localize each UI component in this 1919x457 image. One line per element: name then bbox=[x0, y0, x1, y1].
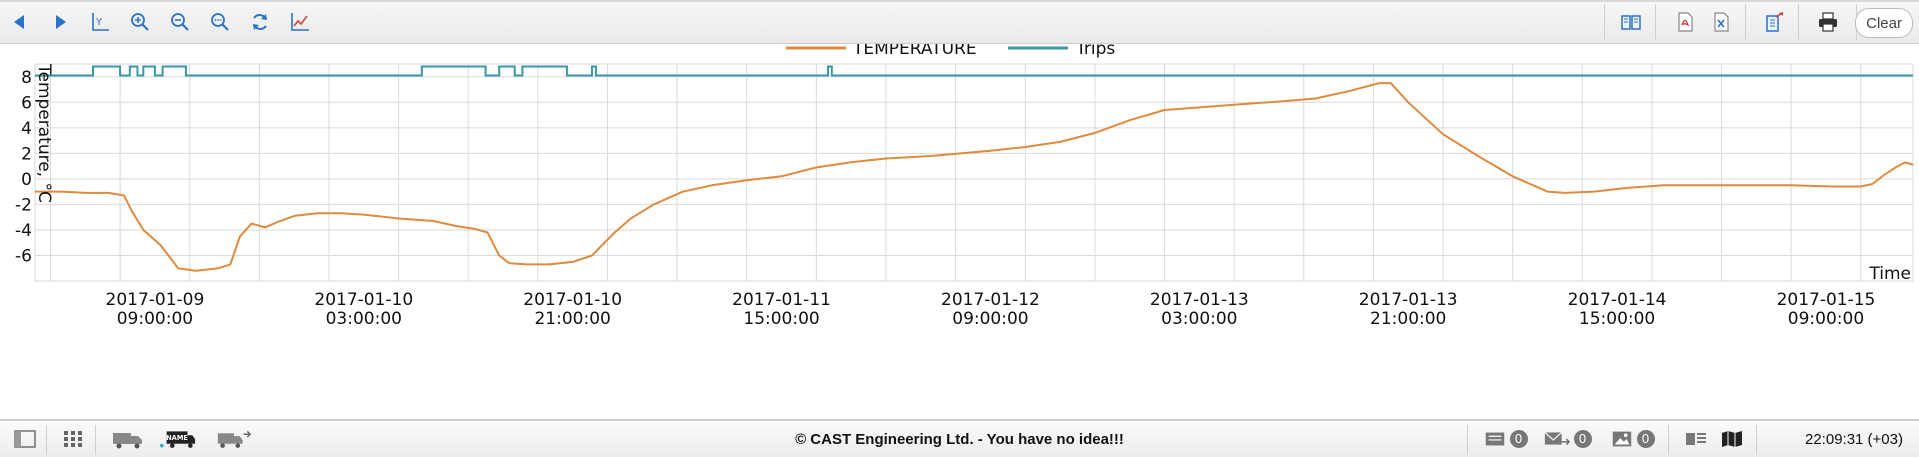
series-layer bbox=[35, 65, 1914, 272]
x-axis-label: Time bbox=[1868, 264, 1911, 284]
x-tick-label-time: 09:00:00 bbox=[117, 309, 193, 329]
x-tick-label-date: 2017-01-15 bbox=[1777, 290, 1876, 310]
x-tick-label-date: 2017-01-13 bbox=[1150, 290, 1249, 310]
chart-legend: TEMPERATURE Trips bbox=[786, 44, 1115, 59]
chart-line-icon[interactable] bbox=[284, 6, 316, 38]
x-tick-label-date: 2017-01-10 bbox=[523, 290, 622, 310]
series-trips-line bbox=[35, 65, 1913, 77]
zoom-reset-icon[interactable] bbox=[204, 6, 236, 38]
y-tick-label: 6 bbox=[21, 93, 32, 113]
x-tick-label-time: 09:00:00 bbox=[952, 309, 1028, 329]
y-tick-labels: -6 -4 -2 0 2 4 6 8 bbox=[15, 68, 32, 267]
refresh-icon[interactable] bbox=[244, 6, 276, 38]
panel-toggle-icon[interactable] bbox=[10, 426, 40, 452]
x-tick-label-time: 15:00:00 bbox=[1579, 309, 1655, 329]
transfers-badge: 0 bbox=[1573, 430, 1592, 448]
images-indicator[interactable]: 0 bbox=[1604, 426, 1660, 452]
x-tick-label-time: 03:00:00 bbox=[326, 309, 402, 329]
status-bar: NAME © CAST Engineering Ltd. - You have … bbox=[0, 420, 1919, 457]
series-temperature-line bbox=[35, 82, 1914, 272]
messages-indicator[interactable]: 0 bbox=[1478, 426, 1532, 452]
pdf-icon[interactable] bbox=[1669, 6, 1701, 38]
clock: 22:09:31 (+03) bbox=[1805, 431, 1903, 448]
chart-area: -6 -4 -2 0 2 4 6 8 2017-01-09 09:00:00 2017-01-10… bbox=[0, 44, 1919, 420]
svg-text:Y: Y bbox=[95, 17, 103, 28]
y-tick-label: -2 bbox=[15, 195, 32, 215]
y-tick-label: -6 bbox=[15, 246, 32, 266]
x-tick-label-time: 15:00:00 bbox=[743, 309, 819, 329]
layout-icon[interactable] bbox=[1680, 426, 1712, 452]
back-arrow-icon[interactable] bbox=[4, 6, 36, 38]
svg-text:NAME: NAME bbox=[166, 434, 188, 442]
y-axis-icon[interactable]: Y bbox=[84, 6, 116, 38]
x-tick-label-time: 21:00:00 bbox=[1370, 309, 1446, 329]
x-tick-label-date: 2017-01-09 bbox=[106, 290, 205, 310]
y-tick-label: -4 bbox=[15, 221, 32, 241]
truck-icon[interactable] bbox=[108, 426, 148, 452]
chart-toolbar: Y Clear bbox=[0, 0, 1919, 44]
y-tick-label: 4 bbox=[21, 119, 32, 139]
legend-label-trips: Trips bbox=[1075, 44, 1115, 59]
zoom-in-icon[interactable] bbox=[124, 6, 156, 38]
plot-frame bbox=[34, 63, 1914, 282]
chart-grid bbox=[34, 63, 1914, 282]
messages-badge: 0 bbox=[1509, 430, 1528, 448]
x-tick-label-date: 2017-01-13 bbox=[1359, 290, 1458, 310]
y-axis-label: Temperature, °C bbox=[34, 63, 54, 203]
x-tick-label-date: 2017-01-11 bbox=[732, 290, 831, 310]
x-tick-label-time: 03:00:00 bbox=[1161, 309, 1237, 329]
y-tick-label: 2 bbox=[21, 144, 32, 164]
zoom-out-icon[interactable] bbox=[164, 6, 196, 38]
x-tick-label-date: 2017-01-10 bbox=[314, 290, 413, 310]
transfers-indicator[interactable]: 0 bbox=[1538, 426, 1596, 452]
grid-view-icon[interactable] bbox=[58, 426, 88, 452]
truck-transfer-icon[interactable] bbox=[212, 426, 256, 452]
images-badge: 0 bbox=[1636, 430, 1655, 448]
book-icon[interactable] bbox=[1615, 6, 1647, 38]
print-icon[interactable] bbox=[1812, 6, 1844, 38]
x-tick-labels: 2017-01-0909:00:002017-01-1003:00:002017… bbox=[106, 290, 1876, 329]
excel-icon[interactable] bbox=[1705, 6, 1737, 38]
truck-name-icon[interactable]: NAME bbox=[156, 426, 200, 452]
x-tick-label-time: 09:00:00 bbox=[1788, 309, 1864, 329]
y-tick-label: 0 bbox=[21, 170, 32, 190]
export-icon[interactable] bbox=[1758, 6, 1790, 38]
y-tick-label: 8 bbox=[21, 68, 32, 88]
x-tick-label-time: 21:00:00 bbox=[534, 309, 610, 329]
map-icon[interactable] bbox=[1716, 426, 1748, 452]
legend-label-temperature: TEMPERATURE bbox=[852, 44, 977, 59]
x-tick-label-date: 2017-01-14 bbox=[1568, 290, 1667, 310]
clear-button[interactable]: Clear bbox=[1855, 8, 1913, 38]
x-tick-label-date: 2017-01-12 bbox=[941, 290, 1040, 310]
forward-arrow-icon[interactable] bbox=[44, 6, 76, 38]
